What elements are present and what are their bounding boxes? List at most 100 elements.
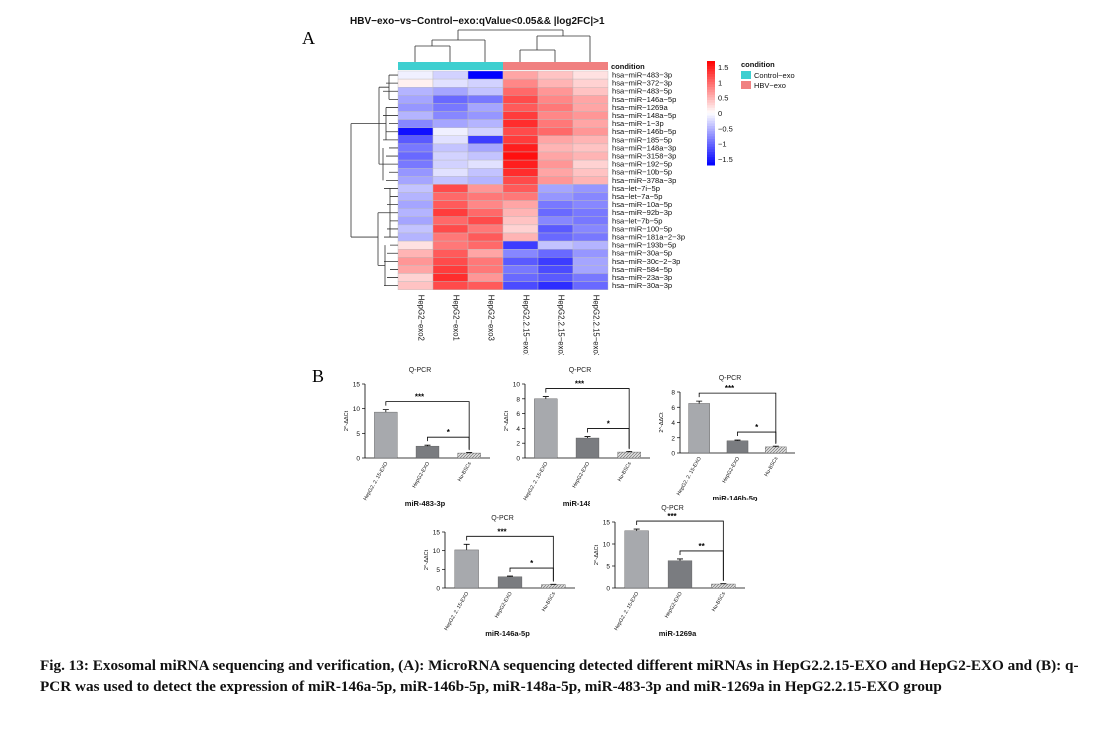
heatmap-cell bbox=[502, 224, 539, 234]
heatmap-cell bbox=[467, 86, 504, 96]
chart-name: miR-146a-5p bbox=[485, 629, 530, 638]
heatmap-cell bbox=[572, 208, 609, 217]
y-tick-label: 5 bbox=[606, 564, 610, 571]
heatmap-cell bbox=[537, 184, 574, 193]
significance-bracket bbox=[737, 431, 777, 444]
heatmap-cell bbox=[572, 257, 609, 266]
y-tick-label: 15 bbox=[353, 382, 361, 389]
heatmap-panel: HBV−exo−vs−Control−exo:qValue<0.05&& |lo… bbox=[345, 10, 800, 355]
color-scale-step bbox=[707, 102, 715, 106]
qpcr-header: Q-PCR bbox=[569, 367, 592, 374]
color-scale-tick: −1.5 bbox=[718, 155, 733, 164]
heatmap-cell bbox=[572, 248, 609, 258]
color-scale-step bbox=[707, 68, 715, 72]
y-tick-label: 6 bbox=[671, 405, 675, 412]
heatmap-cell bbox=[397, 70, 434, 80]
heatmap-cell bbox=[502, 95, 539, 104]
heatmap-cell bbox=[432, 70, 469, 80]
y-tick-label: 8 bbox=[516, 396, 520, 403]
heatmap-cell bbox=[537, 95, 574, 104]
heatmap-cell bbox=[397, 192, 434, 201]
heatmap-cell bbox=[572, 192, 609, 201]
x-tick-label: Hu-BSCs bbox=[457, 461, 473, 483]
heatmap-row-label: hsa−miR−30a−3p bbox=[612, 281, 672, 290]
x-tick-label: HepG2. 2. 15-EXO bbox=[523, 461, 550, 502]
heatmap-cell bbox=[432, 224, 469, 234]
heatmap-cell bbox=[397, 95, 434, 104]
heatmap-cell bbox=[397, 127, 434, 136]
heatmap-cell bbox=[467, 135, 504, 145]
heatmap-cell bbox=[572, 119, 609, 128]
heatmap-cell bbox=[432, 167, 469, 177]
y-tick-label: 0 bbox=[436, 586, 440, 593]
color-scale-step bbox=[707, 120, 715, 124]
heatmap-cell bbox=[397, 200, 434, 209]
x-tick-label: Hu-BSCs bbox=[541, 591, 557, 613]
heatmap-cell bbox=[572, 167, 609, 177]
heatmap-cell bbox=[502, 176, 539, 185]
heatmap-cell bbox=[432, 151, 469, 161]
heatmap-cell bbox=[397, 151, 434, 161]
heatmap-cell bbox=[467, 176, 504, 185]
heatmap-cell bbox=[397, 265, 434, 274]
error-bar bbox=[382, 409, 389, 413]
color-scale-step bbox=[707, 139, 715, 143]
heatmap-cell bbox=[502, 143, 539, 153]
heatmap-cell bbox=[467, 224, 504, 234]
color-scale-step bbox=[707, 131, 715, 135]
error-bar bbox=[507, 575, 513, 577]
heatmap-cell bbox=[537, 70, 574, 80]
condition-cell bbox=[573, 62, 608, 70]
heatmap-cell bbox=[397, 257, 434, 266]
heatmap-cell bbox=[467, 159, 504, 169]
heatmap-cell bbox=[432, 78, 469, 88]
heatmap-cell bbox=[537, 192, 574, 201]
legend-item-label: Control−exo bbox=[754, 71, 795, 80]
heatmap-cell bbox=[432, 240, 469, 250]
error-bar bbox=[584, 436, 591, 439]
heatmap-cell bbox=[502, 167, 539, 177]
chart-name: miR-146b-5p bbox=[712, 494, 757, 503]
heatmap-row-label: hsa−miR−10a−5p bbox=[612, 200, 672, 209]
significance-bracket bbox=[427, 436, 470, 451]
x-tick-label: HepG2. 2. 15-EXO bbox=[363, 461, 390, 502]
qpcr-chart-5: Q-PCR 0 5 10 15 2^-ΔΔCt HepG2. 2. 15-EXO HepG2-… bbox=[590, 500, 755, 640]
heatmap-cell bbox=[467, 70, 504, 80]
x-tick-label: HepG2. 2. 15-EXO bbox=[676, 456, 703, 497]
heatmap-cell bbox=[397, 240, 434, 250]
heatmap-cell bbox=[432, 184, 469, 193]
color-scale-step bbox=[707, 152, 715, 156]
significance-label: * bbox=[755, 423, 759, 432]
bar bbox=[374, 411, 398, 459]
heatmap-cell bbox=[502, 151, 539, 161]
chart-name: miR-148a-5p bbox=[563, 499, 608, 508]
qpcr-header: Q-PCR bbox=[661, 505, 684, 512]
bar bbox=[541, 584, 566, 589]
heatmap-cell bbox=[467, 265, 504, 274]
heatmap-cell bbox=[537, 159, 574, 169]
chart-name: miR-1269a bbox=[659, 629, 697, 638]
qpcr-header: Q-PCR bbox=[491, 515, 514, 522]
heatmap-cell bbox=[397, 216, 434, 226]
color-scale-step bbox=[707, 97, 715, 101]
x-tick-label: HepG2-EXO bbox=[411, 461, 431, 489]
color-scale-step bbox=[707, 71, 715, 75]
color-scale-step bbox=[707, 89, 715, 93]
color-scale-step bbox=[707, 154, 715, 158]
heatmap-cell bbox=[502, 184, 539, 193]
bar bbox=[534, 398, 558, 459]
color-scale-step bbox=[707, 136, 715, 140]
heatmap-cell bbox=[502, 200, 539, 209]
error-bar bbox=[772, 445, 779, 447]
heatmap-cell bbox=[467, 167, 504, 177]
heatmap-cell bbox=[467, 119, 504, 128]
significance-bracket bbox=[545, 388, 630, 449]
color-scale-step bbox=[707, 126, 715, 130]
heatmap-cell bbox=[467, 248, 504, 258]
y-axis-label: 2^-ΔΔCt bbox=[594, 544, 600, 565]
heatmap-row-label: hsa−miR−1269a bbox=[612, 103, 669, 112]
heatmap-cell bbox=[572, 159, 609, 169]
heatmap-cell bbox=[572, 127, 609, 136]
y-tick-label: 2 bbox=[671, 435, 675, 442]
color-scale-step bbox=[707, 118, 715, 122]
